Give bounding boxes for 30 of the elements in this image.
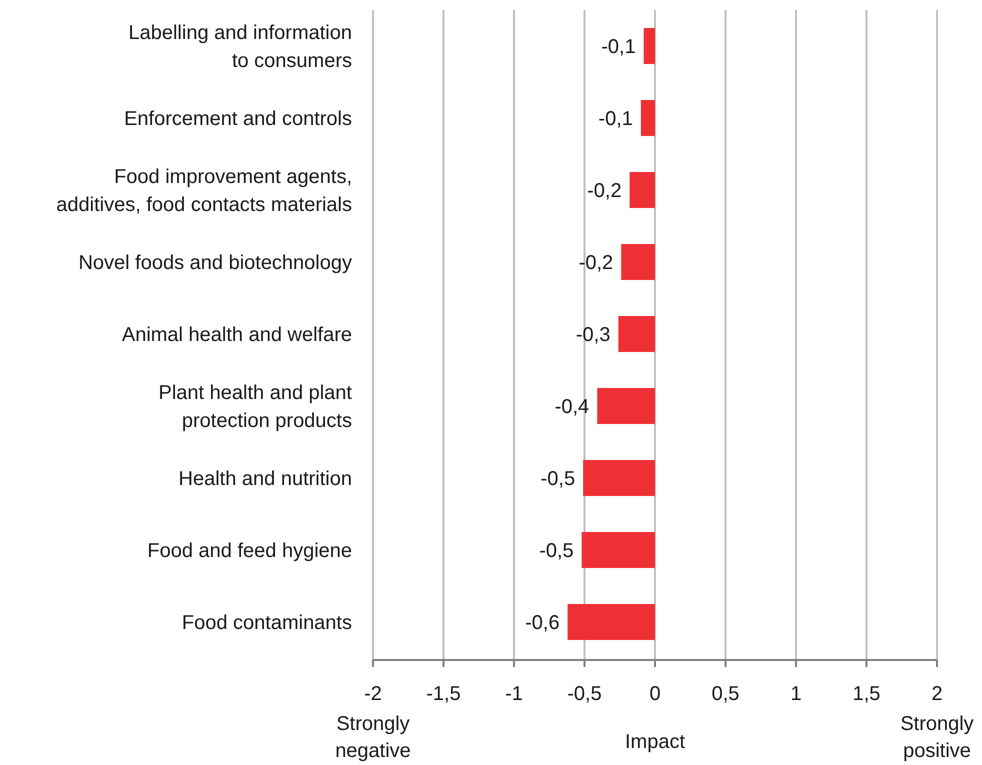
data-label: -0,2 bbox=[587, 180, 622, 202]
data-label: -0,6 bbox=[525, 612, 560, 634]
data-label: -0,5 bbox=[539, 540, 574, 562]
data-label: -0,1 bbox=[598, 108, 633, 130]
x-tick-label: -2 bbox=[364, 683, 382, 705]
data-label: -0,5 bbox=[540, 468, 576, 490]
x-tick-label: -1,5 bbox=[426, 683, 461, 705]
x-tick-label: -0,5 bbox=[567, 683, 602, 705]
x-axis-title: Impact bbox=[624, 731, 686, 753]
text: Strongly negative bbox=[335, 713, 411, 762]
text: Strongly positive bbox=[900, 713, 974, 762]
y-tick-label: Novel foods and biotechnology bbox=[78, 252, 352, 274]
data-label: -0,1 bbox=[601, 36, 636, 58]
x-tick-label: 1,5 bbox=[852, 683, 880, 705]
y-tick-label: Labelling and information to consumers bbox=[128, 22, 352, 72]
x-tick-label: 0 bbox=[649, 683, 661, 705]
x-tick-label: -1 bbox=[505, 683, 523, 705]
y-tick-label: Animal health and welfare bbox=[122, 324, 352, 346]
y-tick-label: Food contaminants bbox=[182, 612, 352, 634]
y-tick-label: Plant health and plant protection products bbox=[158, 382, 352, 432]
x-tick-label: 0,5 bbox=[712, 683, 740, 705]
data-label: -0,3 bbox=[576, 324, 610, 346]
y-tick-label: Food and feed hygiene bbox=[147, 540, 352, 562]
x-tick-label: 2 bbox=[931, 683, 943, 705]
x-tick-label: 1 bbox=[790, 683, 802, 705]
y-tick-label: Enforcement and controls bbox=[124, 108, 352, 130]
data-label: -0,2 bbox=[578, 252, 614, 274]
y-tick-label: Food improvement agents, additives, food contacts materials bbox=[56, 166, 352, 216]
y-tick-label: Health and nutrition bbox=[178, 468, 352, 490]
data-label: -0,4 bbox=[554, 396, 590, 418]
